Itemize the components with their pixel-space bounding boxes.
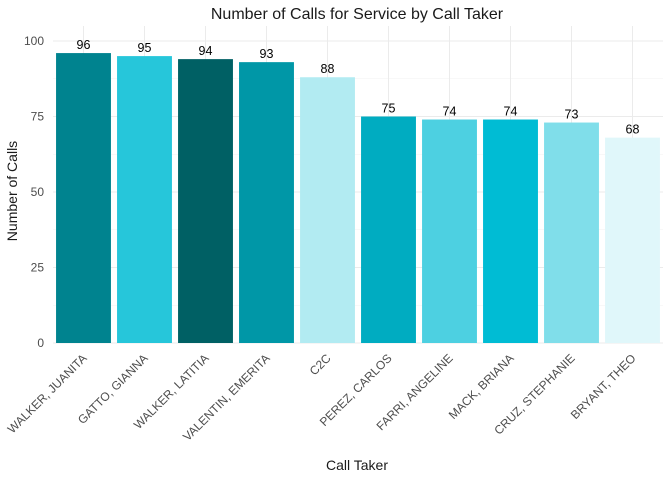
y-tick-label: 100 xyxy=(24,34,44,48)
x-axis-title: Call Taker xyxy=(326,457,388,473)
data-label: 74 xyxy=(443,105,457,119)
bar xyxy=(56,53,111,344)
bar xyxy=(117,56,172,343)
y-tick-label: 25 xyxy=(31,261,45,275)
x-tick-label: BRYANT, THEO xyxy=(568,351,639,422)
x-tick-label: MACK, BRIANA xyxy=(446,351,517,422)
bar xyxy=(361,116,416,343)
bar xyxy=(239,62,294,343)
bar xyxy=(422,119,477,344)
data-labels: 96 95 94 93 88 75 74 74 73 68 xyxy=(77,38,640,137)
bars xyxy=(56,53,660,344)
bar xyxy=(300,77,355,344)
x-tick-label: C2C xyxy=(307,351,334,378)
y-axis: 0 25 50 75 100 xyxy=(24,34,44,350)
x-tick-label: WALKER, JUANITA xyxy=(5,351,90,436)
bar xyxy=(544,122,599,343)
data-label: 68 xyxy=(626,123,640,137)
chart-title: Number of Calls for Service by Call Take… xyxy=(211,6,504,23)
y-axis-title: Number of Calls xyxy=(4,141,20,241)
data-label: 93 xyxy=(260,47,274,61)
data-label: 75 xyxy=(382,102,396,116)
bar xyxy=(605,137,660,343)
data-label: 73 xyxy=(565,108,579,122)
data-label: 88 xyxy=(321,62,335,76)
y-tick-label: 0 xyxy=(37,336,44,350)
y-tick-label: 50 xyxy=(31,185,45,199)
data-label: 74 xyxy=(504,105,518,119)
y-tick-label: 75 xyxy=(31,110,45,124)
data-label: 96 xyxy=(77,38,91,52)
bar xyxy=(483,119,538,344)
bar xyxy=(178,59,233,344)
data-label: 95 xyxy=(138,41,152,55)
data-label: 94 xyxy=(199,44,213,58)
